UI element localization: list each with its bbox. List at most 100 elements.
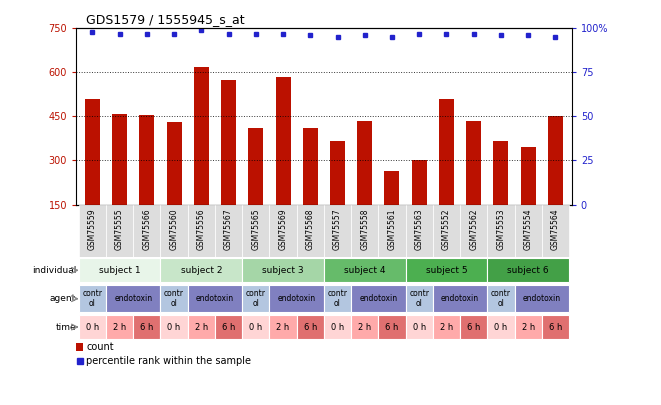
Text: GSM75562: GSM75562 <box>469 209 478 250</box>
Bar <box>460 205 487 257</box>
Bar <box>270 205 297 257</box>
Text: 6 h: 6 h <box>467 322 481 332</box>
Bar <box>330 141 345 205</box>
Text: contr
ol: contr ol <box>83 289 102 308</box>
Text: count: count <box>87 342 114 352</box>
Bar <box>406 258 487 282</box>
Bar <box>249 128 263 205</box>
Bar <box>412 160 427 205</box>
Bar <box>221 80 236 205</box>
Text: 2 h: 2 h <box>195 322 208 332</box>
Bar <box>79 205 106 257</box>
Bar <box>161 205 188 257</box>
Text: 0 h: 0 h <box>412 322 426 332</box>
Bar <box>385 171 399 205</box>
Bar <box>433 285 487 312</box>
Bar <box>242 315 270 339</box>
Bar <box>378 315 406 339</box>
Text: contr
ol: contr ol <box>327 289 348 308</box>
Text: 6 h: 6 h <box>385 322 399 332</box>
Bar <box>242 258 324 282</box>
Bar <box>242 205 270 257</box>
Text: GSM75565: GSM75565 <box>251 209 260 250</box>
Bar <box>378 205 406 257</box>
Text: GSM75566: GSM75566 <box>142 209 151 250</box>
Text: GSM75563: GSM75563 <box>414 209 424 250</box>
Bar <box>494 141 508 205</box>
Bar <box>161 315 188 339</box>
Text: GSM75568: GSM75568 <box>306 209 315 250</box>
Bar <box>324 285 351 312</box>
Bar <box>215 205 242 257</box>
Text: GDS1579 / 1555945_s_at: GDS1579 / 1555945_s_at <box>86 13 245 26</box>
Text: subject 1: subject 1 <box>98 266 140 275</box>
Bar <box>85 99 100 205</box>
Bar <box>351 205 378 257</box>
Text: contr
ol: contr ol <box>409 289 429 308</box>
Bar <box>270 285 324 312</box>
Text: 2 h: 2 h <box>113 322 126 332</box>
Bar <box>487 315 514 339</box>
Text: subject 2: subject 2 <box>180 266 222 275</box>
Text: endotoxin: endotoxin <box>196 294 234 303</box>
Bar <box>406 315 433 339</box>
Bar <box>324 315 351 339</box>
Text: contr
ol: contr ol <box>164 289 184 308</box>
Bar <box>188 285 242 312</box>
Bar <box>188 205 215 257</box>
Bar <box>297 315 324 339</box>
Bar <box>514 285 569 312</box>
Bar <box>79 258 161 282</box>
Bar <box>188 315 215 339</box>
Bar <box>134 205 161 257</box>
Text: contr
ol: contr ol <box>246 289 266 308</box>
Bar <box>406 285 433 312</box>
Text: 2 h: 2 h <box>522 322 535 332</box>
Bar <box>297 205 324 257</box>
Text: GSM75557: GSM75557 <box>333 209 342 250</box>
Bar <box>351 315 378 339</box>
Bar <box>460 315 487 339</box>
Bar <box>487 258 569 282</box>
Bar <box>521 147 535 205</box>
Text: subject 3: subject 3 <box>262 266 304 275</box>
Bar <box>194 66 209 205</box>
Text: GSM75567: GSM75567 <box>224 209 233 250</box>
Bar <box>106 285 161 312</box>
Text: 6 h: 6 h <box>140 322 153 332</box>
Text: agent: agent <box>50 294 76 303</box>
Bar <box>542 205 569 257</box>
Bar <box>106 315 134 339</box>
Text: percentile rank within the sample: percentile rank within the sample <box>87 356 251 367</box>
Bar <box>433 205 460 257</box>
Bar <box>242 285 270 312</box>
Text: 0 h: 0 h <box>167 322 180 332</box>
Text: subject 6: subject 6 <box>508 266 549 275</box>
Bar <box>433 315 460 339</box>
Bar <box>406 205 433 257</box>
Text: GSM75558: GSM75558 <box>360 209 369 250</box>
Text: GSM75560: GSM75560 <box>170 209 178 250</box>
Text: 0 h: 0 h <box>494 322 508 332</box>
Bar <box>134 315 161 339</box>
Bar <box>161 285 188 312</box>
Bar <box>270 315 297 339</box>
Text: endotoxin: endotoxin <box>441 294 479 303</box>
Bar <box>487 205 514 257</box>
Bar <box>161 258 242 282</box>
Bar <box>303 128 318 205</box>
Bar <box>106 205 134 257</box>
Text: 0 h: 0 h <box>331 322 344 332</box>
Text: endotoxin: endotoxin <box>278 294 316 303</box>
Bar <box>324 258 406 282</box>
Text: subject 4: subject 4 <box>344 266 385 275</box>
Bar <box>79 315 106 339</box>
Bar <box>514 205 542 257</box>
Text: GSM75569: GSM75569 <box>278 209 288 250</box>
Bar <box>487 285 514 312</box>
Text: GSM75559: GSM75559 <box>88 209 97 250</box>
Bar <box>112 113 127 205</box>
Text: GSM75552: GSM75552 <box>442 209 451 250</box>
Text: 2 h: 2 h <box>276 322 290 332</box>
Text: 6 h: 6 h <box>222 322 235 332</box>
